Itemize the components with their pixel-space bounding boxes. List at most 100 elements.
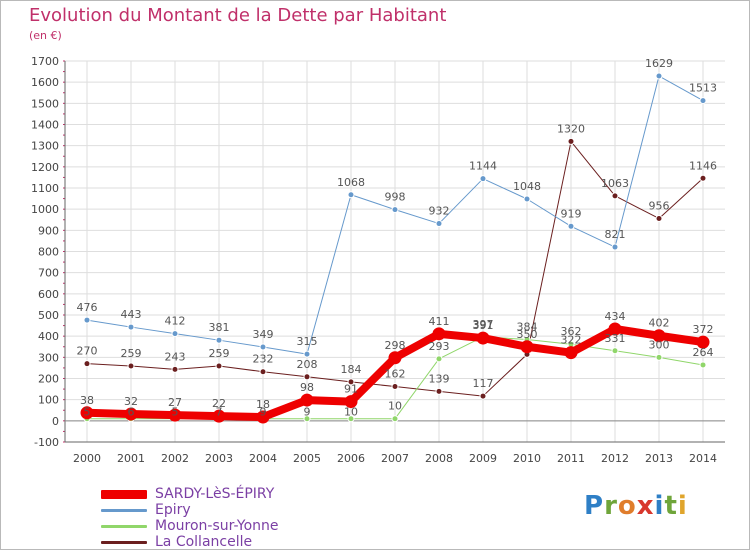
data-point bbox=[259, 368, 267, 376]
data-label: 22 bbox=[212, 397, 226, 410]
data-point bbox=[479, 392, 487, 400]
data-point bbox=[300, 393, 314, 407]
data-label: 7 bbox=[216, 406, 223, 419]
data-point bbox=[611, 243, 619, 251]
data-point bbox=[699, 97, 707, 105]
x-tick-label: 2002 bbox=[161, 452, 189, 465]
data-point bbox=[608, 322, 622, 336]
y-tick-label: 1000 bbox=[31, 203, 59, 216]
data-label: 91 bbox=[344, 383, 358, 396]
data-point bbox=[435, 220, 443, 228]
data-label: 1063 bbox=[601, 177, 629, 190]
data-label: 1513 bbox=[689, 82, 717, 95]
y-tick-label: 1300 bbox=[31, 140, 59, 153]
x-tick-label: 2014 bbox=[689, 452, 717, 465]
data-label: 919 bbox=[561, 207, 582, 220]
data-point bbox=[347, 191, 355, 199]
x-tick-label: 2010 bbox=[513, 452, 541, 465]
data-label: 1320 bbox=[557, 122, 585, 135]
data-point bbox=[80, 406, 94, 420]
legend-label: Epiry bbox=[155, 502, 191, 518]
data-point bbox=[215, 336, 223, 344]
data-label: 443 bbox=[121, 308, 142, 321]
data-label: 434 bbox=[605, 310, 626, 323]
data-point bbox=[303, 373, 311, 381]
data-label: 259 bbox=[209, 347, 230, 360]
data-point bbox=[696, 335, 710, 349]
data-point bbox=[303, 350, 311, 358]
data-label: 1144 bbox=[469, 160, 497, 173]
data-point bbox=[168, 408, 182, 422]
data-point bbox=[215, 362, 223, 370]
x-tick-label: 2013 bbox=[645, 452, 673, 465]
data-point bbox=[523, 195, 531, 203]
y-tick-label: 100 bbox=[38, 394, 59, 407]
data-label: 10 bbox=[388, 400, 402, 413]
data-point bbox=[567, 222, 575, 230]
data-label: 293 bbox=[429, 340, 450, 353]
data-point bbox=[124, 407, 138, 421]
data-point bbox=[303, 415, 311, 423]
data-label: 411 bbox=[429, 315, 450, 328]
x-tick-label: 2009 bbox=[469, 452, 497, 465]
data-label: 315 bbox=[297, 335, 318, 348]
data-label: 391 bbox=[473, 319, 494, 332]
data-label: 18 bbox=[256, 398, 270, 411]
x-tick-label: 2012 bbox=[601, 452, 629, 465]
data-point bbox=[699, 361, 707, 369]
data-label: 349 bbox=[253, 328, 274, 341]
data-point bbox=[391, 206, 399, 214]
data-point bbox=[655, 353, 663, 361]
data-label: 331 bbox=[605, 332, 626, 345]
data-label: 270 bbox=[77, 345, 98, 358]
data-label: 27 bbox=[168, 396, 182, 409]
x-tick-label: 2008 bbox=[425, 452, 453, 465]
data-label: 5 bbox=[84, 406, 91, 419]
y-tick-label: 1700 bbox=[31, 55, 59, 68]
legend-swatch bbox=[101, 540, 147, 544]
y-tick-label: 1600 bbox=[31, 76, 59, 89]
data-label: 322 bbox=[561, 334, 582, 347]
data-point bbox=[479, 175, 487, 183]
legend-item: La Collancelle bbox=[101, 534, 279, 550]
y-tick-label: 500 bbox=[38, 309, 59, 322]
data-point bbox=[388, 351, 402, 365]
y-tick-label: 1100 bbox=[31, 182, 59, 195]
data-label: 1048 bbox=[513, 180, 541, 193]
data-label: 372 bbox=[693, 323, 714, 336]
x-tick-label: 2007 bbox=[381, 452, 409, 465]
legend-item: Epiry bbox=[101, 502, 279, 518]
data-label: 98 bbox=[300, 381, 314, 394]
y-tick-label: 800 bbox=[38, 246, 59, 259]
y-tick-label: 1200 bbox=[31, 161, 59, 174]
y-tick-label: -100 bbox=[34, 436, 59, 449]
data-label: 412 bbox=[165, 315, 186, 328]
y-tick-label: 1500 bbox=[31, 97, 59, 110]
legend-swatch bbox=[101, 489, 147, 499]
x-tick-label: 2003 bbox=[205, 452, 233, 465]
data-label: 6 bbox=[128, 406, 135, 419]
data-point bbox=[83, 360, 91, 368]
y-tick-label: 300 bbox=[38, 351, 59, 364]
data-point bbox=[476, 331, 490, 345]
data-point bbox=[83, 316, 91, 324]
data-label: 232 bbox=[253, 353, 274, 366]
data-point bbox=[564, 346, 578, 360]
data-point bbox=[391, 415, 399, 423]
y-tick-label: 700 bbox=[38, 267, 59, 280]
data-label: 208 bbox=[297, 358, 318, 371]
data-label: 384 bbox=[517, 321, 538, 334]
data-label: 381 bbox=[209, 321, 230, 334]
legend-swatch bbox=[101, 508, 147, 512]
legend-swatch bbox=[101, 524, 147, 528]
data-point bbox=[655, 214, 663, 222]
x-tick-label: 2011 bbox=[557, 452, 585, 465]
data-point bbox=[520, 340, 534, 354]
data-point bbox=[567, 137, 575, 145]
chart-subtitle: (en €) bbox=[29, 29, 62, 42]
data-label: 32 bbox=[124, 395, 138, 408]
x-tick-label: 2001 bbox=[117, 452, 145, 465]
y-tick-label: 900 bbox=[38, 224, 59, 237]
legend-label: Mouron-sur-Yonne bbox=[155, 518, 279, 534]
